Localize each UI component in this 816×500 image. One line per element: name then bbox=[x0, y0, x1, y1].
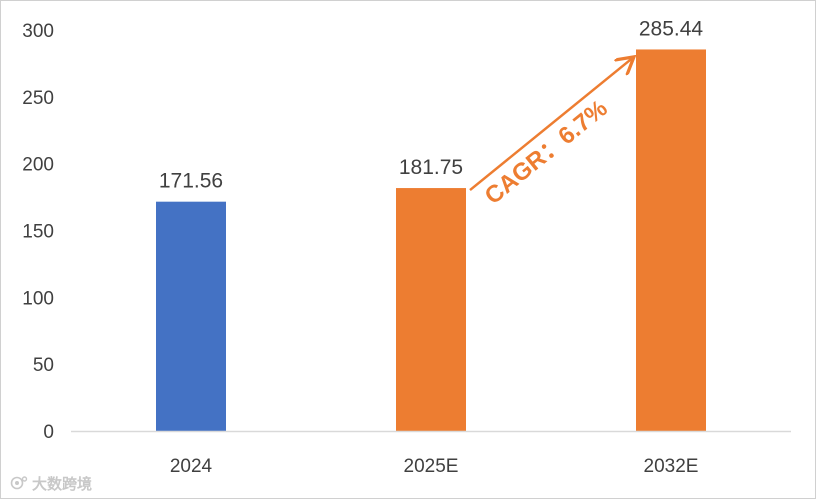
x-tick-label: 2032E bbox=[644, 456, 699, 477]
y-tick-label: 300 bbox=[22, 21, 54, 42]
bar-2025e bbox=[396, 188, 466, 431]
cagr-annotation: CAGR：6.7% bbox=[469, 58, 632, 210]
data-label: 181.75 bbox=[399, 156, 463, 179]
bar-2032e bbox=[636, 49, 706, 432]
y-tick-label: 50 bbox=[33, 355, 54, 376]
x-tick-label: 2025E bbox=[404, 456, 459, 477]
camera-lens-icon bbox=[10, 476, 28, 490]
y-tick-label: 150 bbox=[22, 222, 54, 243]
cagr-arrow bbox=[469, 58, 632, 192]
watermark-text: 大数跨境 bbox=[32, 474, 93, 493]
x-tick-label: 2024 bbox=[170, 456, 213, 477]
data-label: 285.44 bbox=[639, 17, 704, 40]
data-labels: 171.56 181.75 285.44 bbox=[159, 17, 704, 192]
x-axis-ticks: 2024 2025E 2032E bbox=[170, 456, 699, 477]
y-tick-label: 100 bbox=[22, 288, 54, 309]
bars bbox=[156, 49, 706, 432]
y-tick-label: 200 bbox=[22, 155, 54, 176]
y-tick-label: 0 bbox=[43, 422, 54, 443]
bar-2024 bbox=[156, 201, 226, 431]
data-label: 171.56 bbox=[159, 170, 223, 193]
y-tick-label: 250 bbox=[22, 88, 54, 109]
y-axis-ticks: 0 50 100 150 200 250 300 bbox=[22, 21, 54, 443]
cagr-label: CAGR：6.7% bbox=[480, 95, 613, 210]
watermark: 大数跨境 bbox=[10, 472, 92, 494]
